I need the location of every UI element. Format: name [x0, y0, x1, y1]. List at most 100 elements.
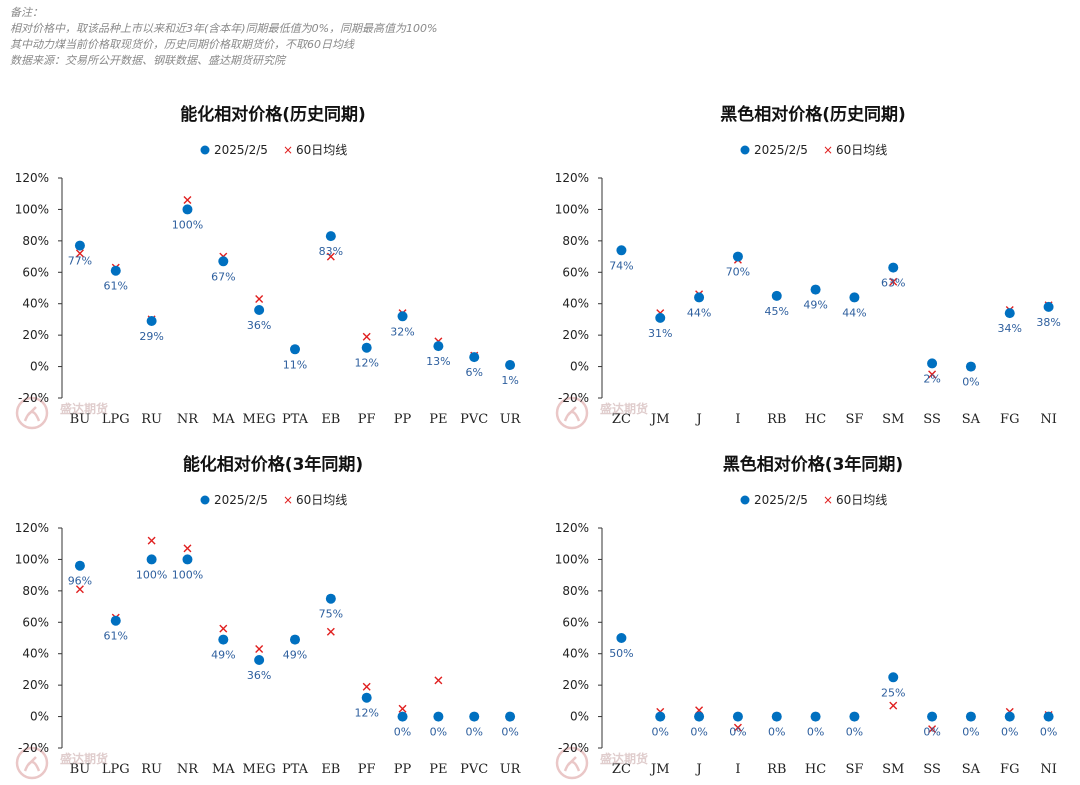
current-value-dot	[927, 711, 938, 722]
data-label: 32%	[390, 325, 414, 338]
y-tick-label: 120%	[15, 171, 49, 185]
y-tick-label: 40%	[562, 647, 589, 661]
note-line: 数据来源：交易所公开数据、钢联数据、盛达期货研究院	[10, 54, 285, 67]
current-value-dot	[110, 265, 121, 276]
current-value-dot	[110, 615, 121, 626]
data-label: 13%	[426, 355, 450, 368]
current-value-dot	[965, 361, 976, 372]
x-tick-label: FG	[1000, 762, 1019, 777]
x-tick-label: SA	[962, 762, 981, 777]
data-label: 67%	[211, 270, 235, 283]
note-line: 其中动力煤当前价格取现货价，历史同期价格取期货价，不取60日均线	[10, 38, 354, 51]
data-label: 50%	[609, 647, 633, 660]
current-value-dot	[888, 262, 899, 273]
x-tick-label: I	[735, 762, 740, 777]
watermark-ring	[15, 746, 49, 780]
y-tick-label: 20%	[562, 328, 589, 342]
y-tick-label: 100%	[555, 552, 589, 566]
current-value-dot	[433, 341, 444, 352]
current-value-dot	[146, 316, 157, 326]
x-tick-label: UR	[500, 762, 522, 777]
ma-cross-point	[733, 723, 742, 732]
legend-label: 2025/2/5	[754, 143, 808, 157]
legend-dot-marker	[740, 495, 750, 505]
chart-svg: 盛达期货 黑色相对价格(3年同期) 2025/2/5 × 60日均线 120% 100% 80…	[555, 454, 1057, 780]
legend-label: 60日均线	[836, 493, 887, 507]
ma-cross-point	[75, 249, 84, 258]
y-tick-label: 80%	[22, 584, 49, 598]
y-tick-label: 80%	[562, 584, 589, 598]
data-label: 36%	[247, 319, 271, 332]
y-tick-label: 60%	[562, 265, 589, 279]
x-tick-label: MA	[212, 412, 235, 427]
legend-label: 60日均线	[296, 493, 347, 507]
watermark-ring	[555, 746, 589, 780]
x-tick-label: HC	[805, 762, 826, 777]
x-tick-label: PTA	[282, 762, 309, 777]
x-tick-label: SM	[882, 412, 904, 427]
x-tick-label: MA	[212, 762, 235, 777]
y-tick-label: 0%	[30, 710, 49, 724]
x-tick-label: NR	[177, 412, 199, 427]
chart-title: 能化相对价格(3年同期)	[183, 454, 363, 475]
y-tick-label: 0%	[570, 710, 589, 724]
x-tick-label: SM	[882, 762, 904, 777]
current-value-dot	[433, 711, 444, 722]
watermark-mark	[23, 756, 41, 772]
y-tick-label: -20%	[558, 391, 589, 405]
watermark-text: 盛达期货	[60, 751, 108, 766]
current-value-dot	[290, 634, 300, 645]
x-tick-label: JM	[649, 412, 670, 427]
data-label: 74%	[609, 259, 633, 272]
watermark-mark	[563, 756, 581, 772]
current-value-dot	[361, 342, 372, 353]
y-tick-label: -20%	[18, 741, 49, 755]
current-value-dot	[469, 352, 480, 363]
ma-cross-point	[183, 544, 192, 553]
data-label: 0%	[690, 726, 707, 739]
data-label: 38%	[1036, 316, 1060, 329]
data-label: 49%	[211, 649, 235, 662]
data-label: 0%	[846, 726, 863, 739]
data-label: 31%	[648, 327, 672, 340]
x-tick-label: PVC	[460, 762, 488, 777]
y-tick-label: 120%	[555, 171, 589, 185]
x-tick-label: SS	[923, 762, 941, 777]
ma-cross-point	[928, 370, 937, 379]
data-label: 96%	[68, 575, 92, 588]
x-tick-label: RU	[141, 762, 162, 777]
legend-dot-marker	[740, 145, 750, 155]
watermark-ring	[15, 396, 49, 430]
data-label: 49%	[803, 299, 827, 312]
x-tick-label: SS	[923, 412, 941, 427]
current-value-dot	[74, 560, 85, 571]
data-label: 77%	[68, 255, 92, 268]
current-value-dot	[888, 672, 899, 683]
data-label: 61%	[104, 280, 128, 293]
data-label: 11%	[283, 358, 307, 371]
data-label: 0%	[394, 726, 411, 739]
current-value-dot	[254, 655, 265, 665]
data-label: 100%	[172, 568, 203, 581]
ma-cross-point	[362, 332, 371, 341]
watermark-text: 盛达期货	[600, 751, 648, 766]
data-label: 0%	[768, 726, 785, 739]
x-tick-label: BU	[70, 762, 91, 777]
y-tick-label: 60%	[22, 265, 49, 279]
ma-cross-point	[219, 624, 228, 633]
data-label: 36%	[247, 669, 271, 682]
chart-panel-chem-history: 盛达期货 能化相对价格(历史同期) 2025/2/5 × 60日均线 120% 100% 80…	[0, 85, 540, 435]
data-label: 0%	[652, 726, 669, 739]
data-label: 12%	[354, 357, 378, 370]
watermark-ring	[555, 396, 589, 430]
ma-cross-point	[255, 295, 264, 303]
data-label: 83%	[319, 245, 343, 258]
current-value-dot	[616, 633, 627, 643]
data-label: 0%	[962, 376, 979, 389]
data-label: 0%	[1001, 726, 1018, 739]
x-tick-label: NR	[177, 762, 199, 777]
legend-cross-marker: ×	[283, 493, 293, 507]
data-label: 0%	[1040, 726, 1057, 739]
x-tick-label: PE	[429, 412, 447, 427]
current-value-dot	[1043, 301, 1054, 312]
